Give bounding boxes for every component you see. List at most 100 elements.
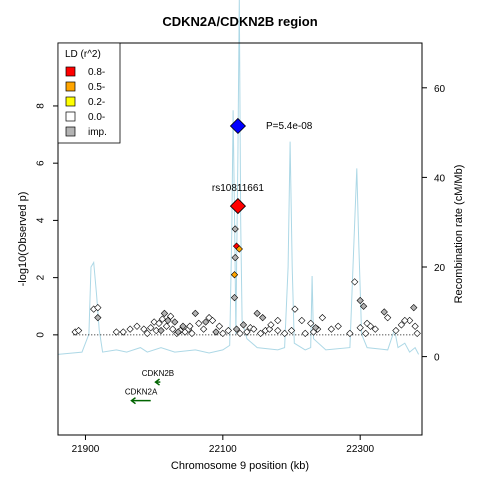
snp-point — [392, 326, 400, 335]
snp-point-imputed — [171, 318, 179, 326]
legend-swatch — [65, 66, 76, 77]
y-tick-label: 6 — [36, 160, 47, 166]
snp-point-imputed — [380, 308, 388, 316]
snp-point — [119, 328, 127, 336]
lead-snp-marker — [229, 117, 247, 135]
gene-cdkn2b-label: CDKN2B — [142, 369, 174, 378]
y-axis-label: -log10(Observed p) — [17, 192, 29, 287]
snp-point — [291, 305, 299, 313]
legend-swatch — [65, 126, 76, 137]
snp-point — [140, 325, 148, 333]
y-tick-label: 4 — [36, 217, 47, 223]
snp-label: rs10811661 — [212, 183, 265, 194]
p-value-label: P=5.4e-08 — [266, 121, 313, 132]
y-tick-label: 2 — [36, 274, 47, 280]
snp-point — [401, 316, 409, 325]
y2-tick-label: 40 — [434, 173, 446, 184]
snp-point-ld — [230, 271, 239, 279]
snp-point-imputed — [359, 302, 368, 310]
snp-point — [224, 326, 232, 335]
snp-point — [112, 328, 121, 336]
snp-point-imputed — [230, 294, 239, 302]
snp-point — [274, 326, 282, 335]
snp-point — [411, 322, 419, 330]
snp-point — [397, 321, 406, 329]
snp-point-imputed — [232, 325, 241, 333]
snp-point-imputed — [174, 328, 182, 336]
snp-point-imputed — [179, 322, 187, 330]
legend-label: 0.0- — [88, 112, 105, 123]
snp-point — [236, 329, 244, 338]
snp-point — [351, 278, 359, 286]
x-tick-label: 21900 — [72, 444, 100, 455]
snp-point — [74, 326, 83, 335]
snp-point — [371, 325, 379, 333]
snp-point — [133, 322, 141, 330]
snp-point-imputed — [94, 314, 102, 322]
snp-point — [274, 316, 282, 325]
legend: LD (r^2) 0.8- 0.5- 0.2- 0.0- imp. — [57, 42, 121, 144]
snp-point-imputed — [259, 314, 267, 322]
snp-point-imputed — [253, 309, 261, 318]
snp-point — [384, 314, 392, 322]
snp-point — [169, 325, 177, 333]
snp-point — [208, 316, 217, 325]
snp-point — [158, 315, 167, 323]
snp-point — [219, 329, 227, 338]
snp-point — [155, 319, 163, 328]
recombination-rate-line — [57, 0, 420, 355]
snp-point — [188, 329, 196, 338]
snp-point — [346, 329, 354, 338]
snp-point — [243, 328, 251, 336]
gene-cdkn2a-arrow-icon — [130, 397, 136, 405]
snp-points-layer — [71, 117, 421, 338]
snp-point — [287, 326, 296, 335]
snp-point — [256, 329, 265, 338]
snp-point — [366, 322, 375, 330]
snp-point — [267, 321, 275, 329]
snp-point — [215, 322, 224, 330]
gene-track: CDKN2B CDKN2A — [125, 369, 174, 405]
y2-tick-label: 0 — [434, 353, 440, 364]
legend-swatch — [65, 111, 76, 122]
snp-point-imputed — [356, 296, 364, 305]
y2-tick-label: 60 — [434, 84, 446, 95]
snp-point — [186, 322, 194, 330]
snp-point-ld — [235, 245, 243, 253]
y-tick-label: 8 — [36, 103, 47, 109]
snp-point-imputed — [410, 304, 418, 312]
snp-point — [167, 312, 175, 320]
snp-point — [199, 325, 208, 333]
legend-label: 0.8- — [88, 67, 105, 78]
legend-swatch — [65, 81, 76, 92]
snp-point — [318, 314, 327, 322]
snp-point-imputed — [202, 318, 210, 326]
snp-point — [307, 319, 315, 328]
y2-axis-label: Recombination rate (cM/Mb) — [453, 165, 465, 304]
snp-point-imputed — [157, 326, 165, 335]
legend-swatch — [65, 96, 76, 107]
snp-point-imputed — [164, 316, 172, 325]
snp-point-imputed — [160, 309, 169, 318]
legend-label: 0.2- — [88, 97, 105, 108]
x-tick-label: 22300 — [346, 444, 374, 455]
snp-point-imputed — [311, 324, 320, 332]
snp-point-imputed — [231, 225, 239, 233]
snp-point — [327, 325, 335, 333]
chart-title: CDKN2A/CDKN2B region — [162, 14, 317, 29]
recombination-rate-layer — [57, 0, 420, 355]
snp-point — [147, 324, 155, 332]
snp-point — [413, 329, 421, 338]
gene-cdkn2b-arrow-icon — [154, 378, 160, 386]
plot-frame — [57, 42, 423, 436]
snp-point — [152, 326, 160, 335]
y-tick-label: 0 — [36, 332, 47, 338]
legend-title: LD (r^2) — [65, 49, 101, 60]
annotations-layer: P=5.4e-08 rs10811661 — [212, 121, 313, 194]
x-axis-label: Chromosome 9 position (kb) — [171, 460, 309, 472]
snp-point — [195, 319, 203, 328]
snp-point — [334, 322, 342, 330]
legend-box — [57, 42, 121, 144]
snp-point — [301, 329, 309, 338]
axes-layer: 0 2 4 6 8 0 20 40 60 21900 22100 22300 — [36, 42, 446, 455]
